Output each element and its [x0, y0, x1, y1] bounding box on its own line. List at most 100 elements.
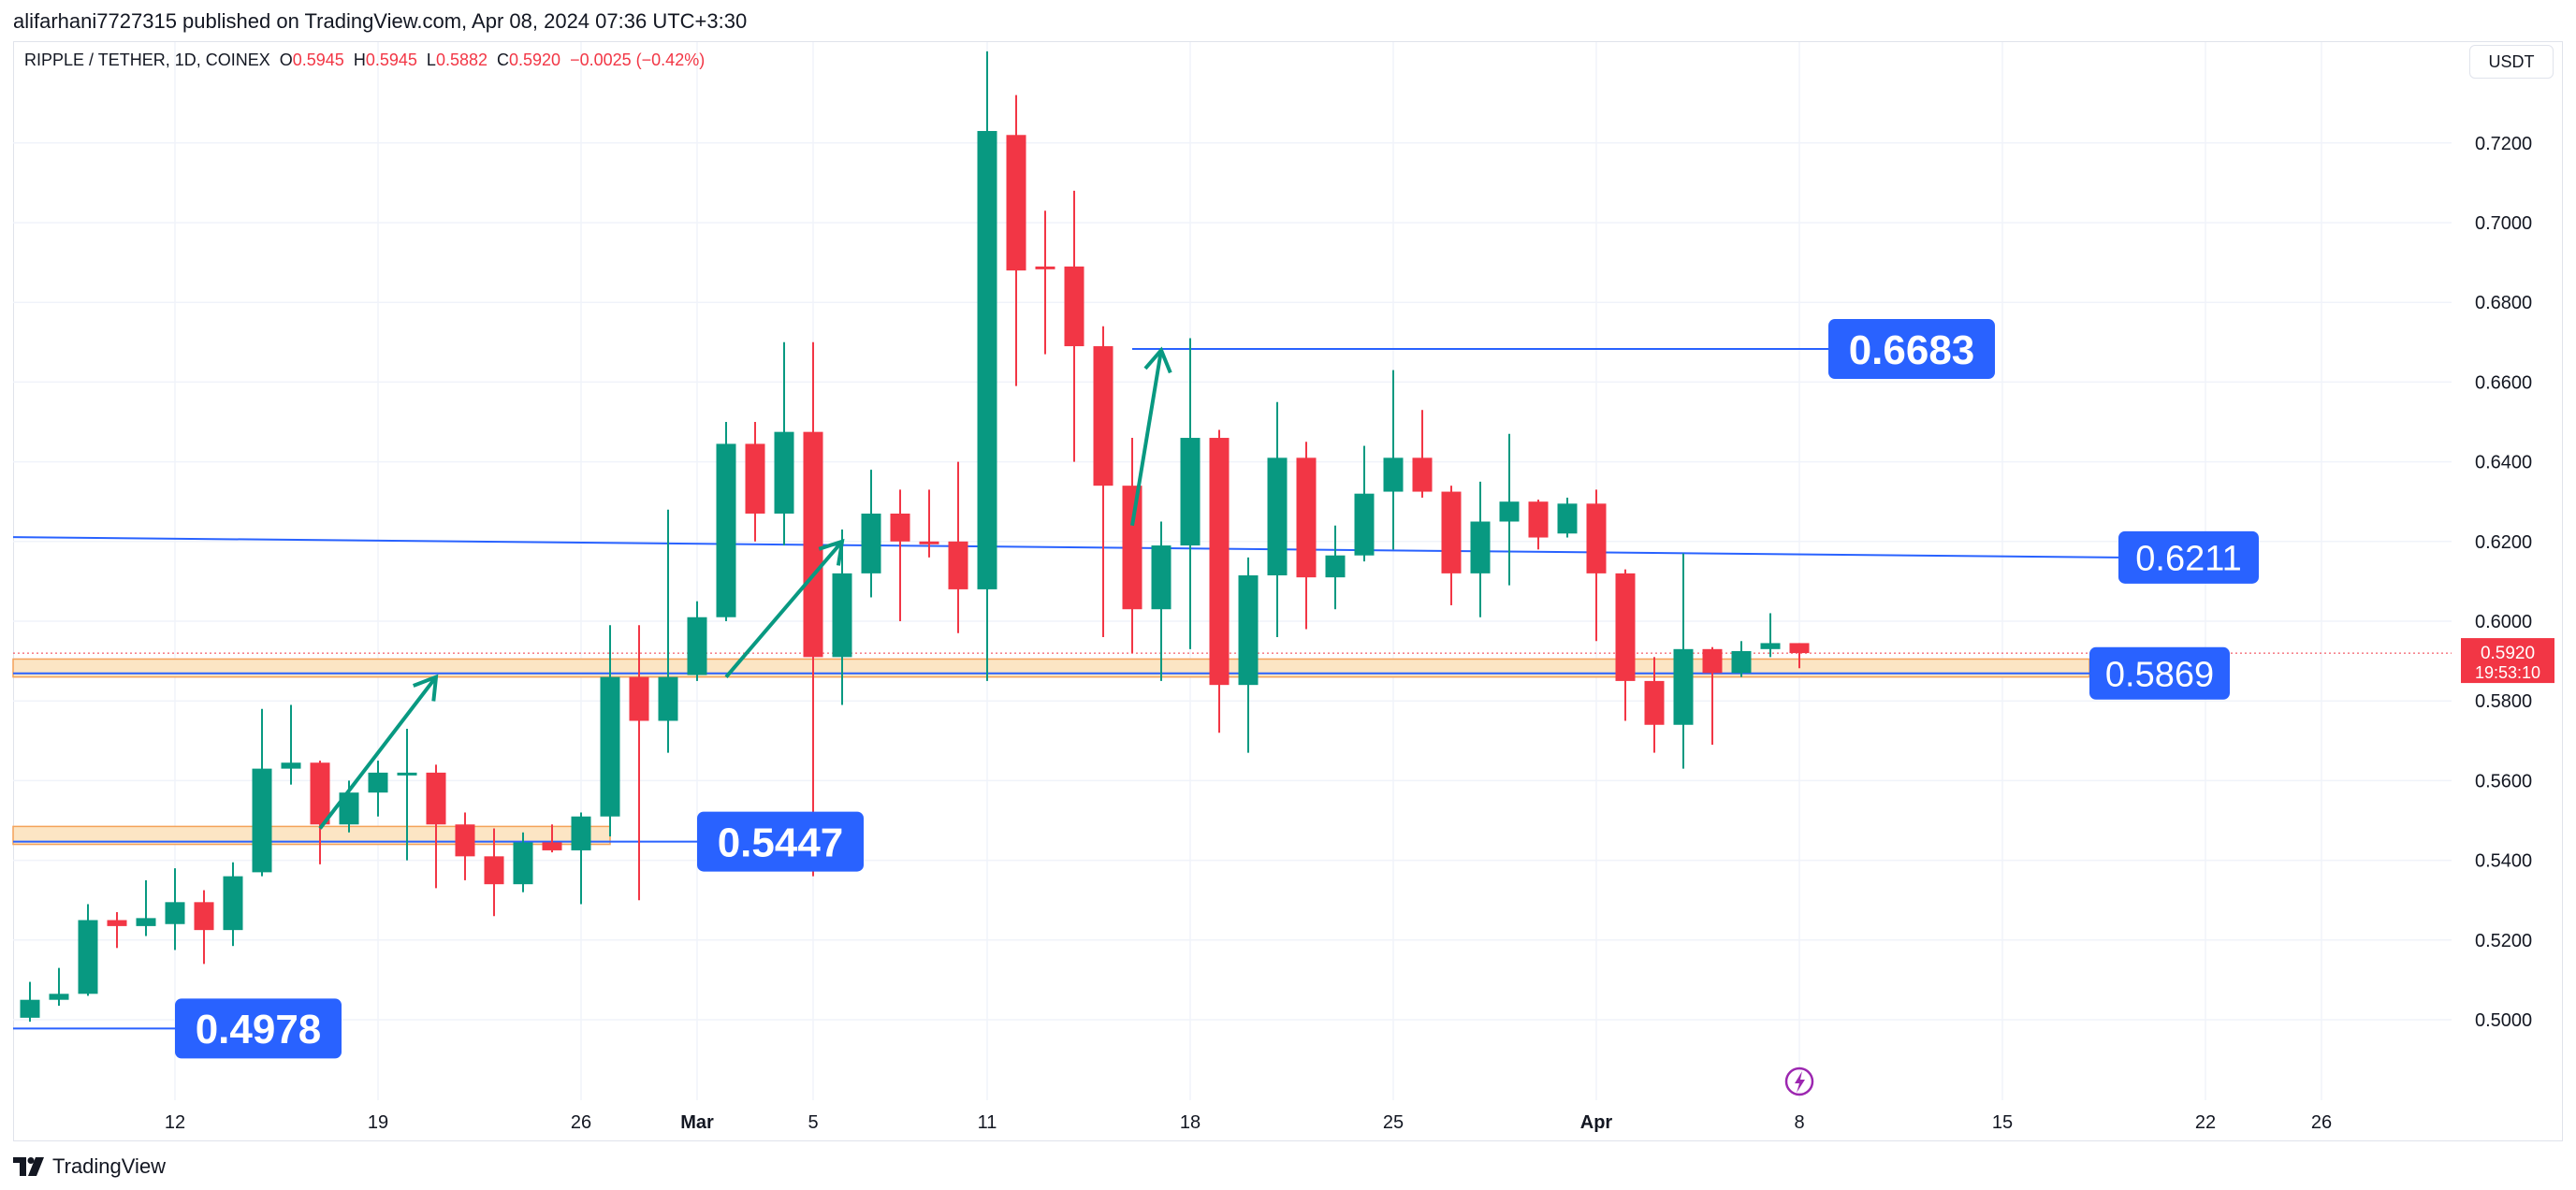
candle[interactable] — [368, 761, 388, 817]
candle-body[interactable] — [977, 131, 997, 589]
candle[interactable] — [658, 509, 678, 753]
candle-body[interactable] — [1267, 457, 1288, 576]
candle[interactable] — [1789, 643, 1810, 669]
candle[interactable] — [1151, 521, 1172, 681]
candle[interactable] — [49, 967, 69, 1007]
candle-body[interactable] — [1499, 501, 1520, 522]
candle[interactable] — [919, 489, 939, 558]
candle-body[interactable] — [513, 842, 533, 885]
candle-body[interactable] — [1760, 643, 1781, 649]
candle-body[interactable] — [455, 824, 475, 857]
candle-body[interactable] — [1151, 545, 1172, 610]
trend-arrow[interactable] — [1130, 346, 1172, 527]
candle-body[interactable] — [803, 431, 823, 658]
candle-body[interactable] — [1789, 643, 1810, 654]
currency-button[interactable]: USDT — [2469, 45, 2554, 79]
candle-body[interactable] — [1035, 266, 1055, 269]
candle-body[interactable] — [1325, 555, 1346, 578]
candle[interactable] — [745, 422, 765, 542]
candle[interactable] — [107, 911, 127, 949]
candle[interactable] — [1006, 94, 1026, 386]
candle[interactable] — [1238, 557, 1259, 753]
candle[interactable] — [310, 761, 330, 864]
lightning-icon[interactable] — [1784, 1067, 1814, 1096]
candle[interactable] — [861, 470, 881, 598]
candle-body[interactable] — [1673, 648, 1694, 725]
level-label[interactable]: 0.6683 — [1828, 319, 1995, 380]
candle-body[interactable] — [484, 856, 504, 885]
candle-body[interactable] — [1586, 503, 1607, 573]
candle-body[interactable] — [1093, 346, 1113, 486]
candle[interactable] — [1093, 326, 1113, 638]
candle-body[interactable] — [1702, 648, 1723, 674]
candle[interactable] — [977, 51, 997, 681]
candle[interactable] — [716, 422, 736, 621]
candle-body[interactable] — [1412, 457, 1433, 492]
candle-body[interactable] — [1528, 501, 1549, 538]
candle-body[interactable] — [281, 762, 301, 769]
candle-body[interactable] — [948, 541, 968, 589]
candle[interactable] — [1209, 429, 1230, 733]
candle-body[interactable] — [542, 842, 562, 850]
candle[interactable] — [687, 601, 707, 681]
candle[interactable] — [542, 824, 562, 853]
level-label[interactable]: 0.4978 — [175, 998, 342, 1059]
candle[interactable] — [1615, 569, 1636, 721]
candle-body[interactable] — [368, 772, 388, 793]
candle[interactable] — [1064, 190, 1084, 462]
candle-body[interactable] — [629, 676, 649, 721]
candle-body[interactable] — [1354, 493, 1375, 556]
candle[interactable] — [281, 704, 301, 785]
candle-body[interactable] — [20, 999, 40, 1018]
candle[interactable] — [1528, 500, 1549, 550]
candle[interactable] — [1644, 657, 1665, 753]
candle[interactable] — [194, 890, 214, 965]
candle[interactable] — [223, 862, 243, 947]
candle-body[interactable] — [1296, 457, 1317, 578]
candle-body[interactable] — [1644, 680, 1665, 725]
candle-body[interactable] — [310, 762, 330, 825]
candle-body[interactable] — [194, 902, 214, 931]
candle-body[interactable] — [339, 792, 359, 825]
candle[interactable] — [1122, 438, 1142, 654]
candle-body[interactable] — [1441, 491, 1462, 573]
candle[interactable] — [513, 832, 533, 892]
candle-body[interactable] — [774, 431, 794, 514]
candle-body[interactable] — [571, 816, 591, 850]
candle-body[interactable] — [1383, 457, 1404, 492]
candle-body[interactable] — [861, 513, 881, 573]
candle-body[interactable] — [426, 772, 446, 825]
trend-arrow[interactable] — [724, 538, 845, 678]
candle-body[interactable] — [745, 443, 765, 514]
candle-body[interactable] — [107, 920, 127, 926]
level-label[interactable]: 0.5869 — [2089, 646, 2230, 700]
candle-body[interactable] — [600, 676, 620, 817]
candle[interactable] — [1412, 410, 1433, 498]
candle-body[interactable] — [1470, 521, 1491, 573]
candle[interactable] — [20, 981, 40, 1023]
candle-body[interactable] — [1006, 135, 1026, 271]
candle[interactable] — [600, 625, 620, 837]
candle[interactable] — [571, 812, 591, 905]
candle-body[interactable] — [687, 617, 707, 675]
candle-body[interactable] — [136, 918, 156, 926]
candle-body[interactable] — [658, 676, 678, 721]
candle[interactable] — [1267, 401, 1288, 638]
candle[interactable] — [1499, 433, 1520, 586]
candle-body[interactable] — [49, 994, 69, 1000]
candle[interactable] — [1354, 445, 1375, 562]
footer-brand[interactable]: TradingView — [13, 1154, 166, 1179]
candle[interactable] — [1731, 641, 1752, 677]
candle[interactable] — [1557, 497, 1578, 538]
candle-body[interactable] — [890, 513, 910, 542]
candle[interactable] — [832, 530, 852, 705]
candle-body[interactable] — [223, 876, 243, 931]
candle-body[interactable] — [1238, 575, 1259, 686]
candle-body[interactable] — [252, 768, 272, 873]
candle[interactable] — [1470, 481, 1491, 617]
level-label[interactable]: 0.6211 — [2118, 530, 2259, 584]
candle[interactable] — [1760, 613, 1781, 658]
level-label[interactable]: 0.5447 — [697, 811, 864, 872]
candle-body[interactable] — [397, 772, 417, 776]
